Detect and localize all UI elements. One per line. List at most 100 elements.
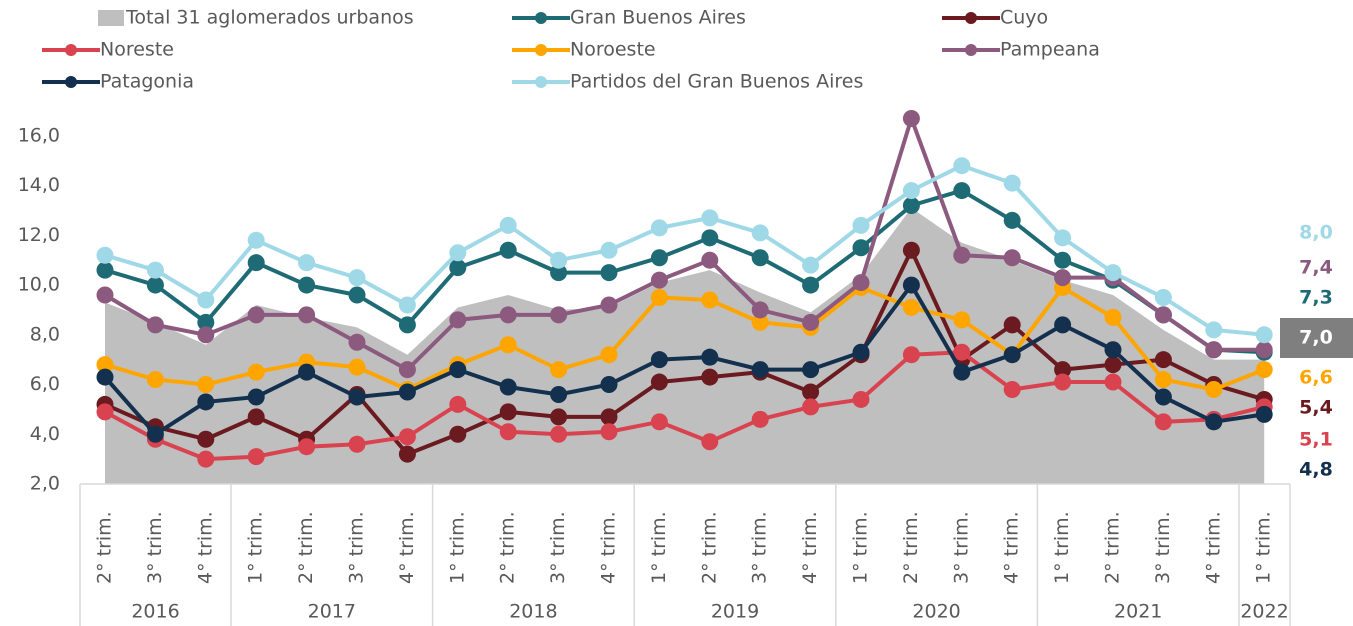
marker xyxy=(953,311,971,329)
marker xyxy=(1054,269,1072,287)
marker xyxy=(751,224,769,242)
x-tick-label: 3° trim. xyxy=(547,511,569,584)
marker xyxy=(600,296,618,314)
marker xyxy=(298,306,316,324)
marker xyxy=(550,408,568,426)
legend-swatch xyxy=(535,44,547,56)
group-label: 2016 xyxy=(131,601,179,623)
marker xyxy=(1104,341,1122,359)
y-tick-label: 16,0 xyxy=(18,124,60,146)
line xyxy=(104,285,1265,392)
x-tick-label: 1° trim. xyxy=(446,511,468,584)
marker xyxy=(1255,361,1273,379)
y-tick-label: 12,0 xyxy=(18,224,60,246)
marker xyxy=(146,316,164,334)
marker xyxy=(1003,346,1021,364)
marker xyxy=(600,376,618,394)
group-label: 2017 xyxy=(308,601,356,623)
marker xyxy=(96,286,114,304)
marker xyxy=(550,361,568,379)
x-tick-label: 3° trim. xyxy=(950,511,972,584)
marker xyxy=(1205,341,1223,359)
marker xyxy=(146,261,164,279)
marker xyxy=(197,291,215,309)
x-tick-label: 4° trim. xyxy=(799,511,821,584)
marker xyxy=(499,423,517,441)
group-label: 2022 xyxy=(1240,601,1288,623)
marker xyxy=(902,182,920,200)
marker xyxy=(146,371,164,389)
marker xyxy=(902,241,920,259)
marker xyxy=(449,259,467,277)
marker xyxy=(247,231,265,249)
marker xyxy=(1104,264,1122,282)
marker xyxy=(802,361,820,379)
end-label: 5,4 xyxy=(1299,397,1333,419)
marker xyxy=(1154,388,1172,406)
marker xyxy=(1003,316,1021,334)
y-tick-label: 10,0 xyxy=(18,274,60,296)
end-label: 8,0 xyxy=(1299,222,1333,244)
area xyxy=(105,207,1265,485)
marker xyxy=(398,383,416,401)
marker xyxy=(499,306,517,324)
x-tick-label: 1° trim. xyxy=(1051,511,1073,584)
x-tick-label: 1° trim. xyxy=(245,511,267,584)
marker xyxy=(247,408,265,426)
end-label-box xyxy=(1280,318,1353,358)
x-tick-label: 3° trim. xyxy=(749,511,771,584)
group-label: 2021 xyxy=(1114,601,1162,623)
marker xyxy=(701,433,719,451)
marker xyxy=(802,383,820,401)
marker xyxy=(197,326,215,344)
marker xyxy=(348,269,366,287)
marker xyxy=(298,276,316,294)
marker xyxy=(96,246,114,264)
marker xyxy=(247,388,265,406)
marker xyxy=(802,313,820,331)
marker xyxy=(1255,326,1273,344)
marker xyxy=(398,316,416,334)
marker xyxy=(953,157,971,175)
y-tick-label: 4,0 xyxy=(30,423,60,445)
marker xyxy=(499,378,517,396)
legend-label: Partidos del Gran Buenos Aires xyxy=(570,71,863,93)
marker xyxy=(96,356,114,374)
marker xyxy=(953,343,971,361)
marker xyxy=(398,428,416,446)
marker xyxy=(1104,356,1122,374)
marker xyxy=(550,264,568,282)
line xyxy=(104,188,1265,355)
end-label: 5,1 xyxy=(1299,429,1333,451)
x-tick-label: 2° trim. xyxy=(900,511,922,584)
legend-swatch xyxy=(65,44,77,56)
x-tick-label: 4° trim. xyxy=(1001,511,1023,584)
x-tick-label: 4° trim. xyxy=(396,511,418,584)
marker xyxy=(499,216,517,234)
marker xyxy=(348,358,366,376)
marker xyxy=(247,306,265,324)
legend-swatch xyxy=(965,12,977,24)
marker xyxy=(1003,249,1021,267)
marker xyxy=(1054,373,1072,391)
marker xyxy=(1205,321,1223,339)
marker xyxy=(197,313,215,331)
marker xyxy=(1154,289,1172,306)
marker xyxy=(348,435,366,453)
legend-label: Noroeste xyxy=(570,39,656,61)
marker xyxy=(751,301,769,319)
end-label: 7,4 xyxy=(1299,257,1333,279)
marker xyxy=(146,276,164,294)
marker xyxy=(953,363,971,381)
legend-label: Patagonia xyxy=(100,71,194,93)
marker xyxy=(550,385,568,403)
marker xyxy=(650,373,668,391)
marker xyxy=(852,390,870,408)
marker xyxy=(398,361,416,379)
marker xyxy=(197,393,215,411)
marker xyxy=(449,311,467,329)
marker xyxy=(298,363,316,381)
x-tick-label: 2° trim. xyxy=(94,511,116,584)
marker xyxy=(650,351,668,369)
marker xyxy=(298,254,316,272)
